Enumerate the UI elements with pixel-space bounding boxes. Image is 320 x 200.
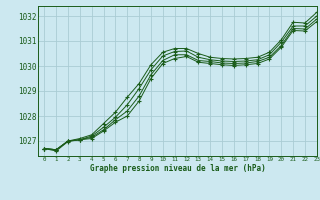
X-axis label: Graphe pression niveau de la mer (hPa): Graphe pression niveau de la mer (hPa) [90,164,266,173]
